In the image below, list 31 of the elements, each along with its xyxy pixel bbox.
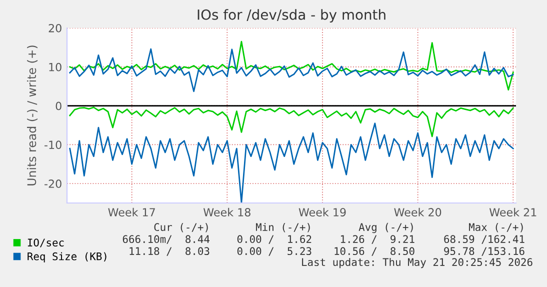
legend-label: IO/sec [28,238,64,248]
text: 95.78 /153.16 [444,247,524,256]
legend-label: Req Size (KB) [28,252,106,262]
y-tick-label: 0 [56,102,62,110]
line-series [69,40,514,91]
text: Min (-/+) [256,222,310,232]
x-tick-label: Week 21 [489,208,536,216]
text: 0.00 / 1.62 [237,235,312,244]
text: 11.18 / 8.03 [130,247,210,256]
chart-title: IOs for /dev/sda - by month [198,9,386,23]
text: Max (-/+) [468,223,523,232]
text: 666.10m/ 8.44 [122,235,210,244]
text: Last update: Thu May 21 20:25:45 2026 [302,258,532,268]
text: 0.00 / 5.23 [237,247,312,256]
x-tick-label: Week 19 [298,208,346,216]
line-series [69,48,514,92]
x-tick-label: Week 20 [394,208,442,216]
line-series [69,122,514,203]
text: 10.56 / 8.50 [334,247,414,256]
text: Avg (-/+) [358,222,413,234]
text: Cur (-/+) [154,223,208,232]
x-tick-label: Week 17 [108,208,155,216]
line-series [69,106,514,138]
y-tick-label: 20 [48,24,62,32]
y-axis-title: Units read (-) / write (+) [27,46,38,186]
text: 1.26 / 9.21 [341,235,414,244]
y-tick-label: -20 [44,180,62,188]
text: 68.59 /162.41 [444,235,524,244]
y-tick-label: -10 [44,140,62,150]
y-tick-label: 10 [49,62,62,72]
x-tick-label: Week 18 [203,208,250,216]
